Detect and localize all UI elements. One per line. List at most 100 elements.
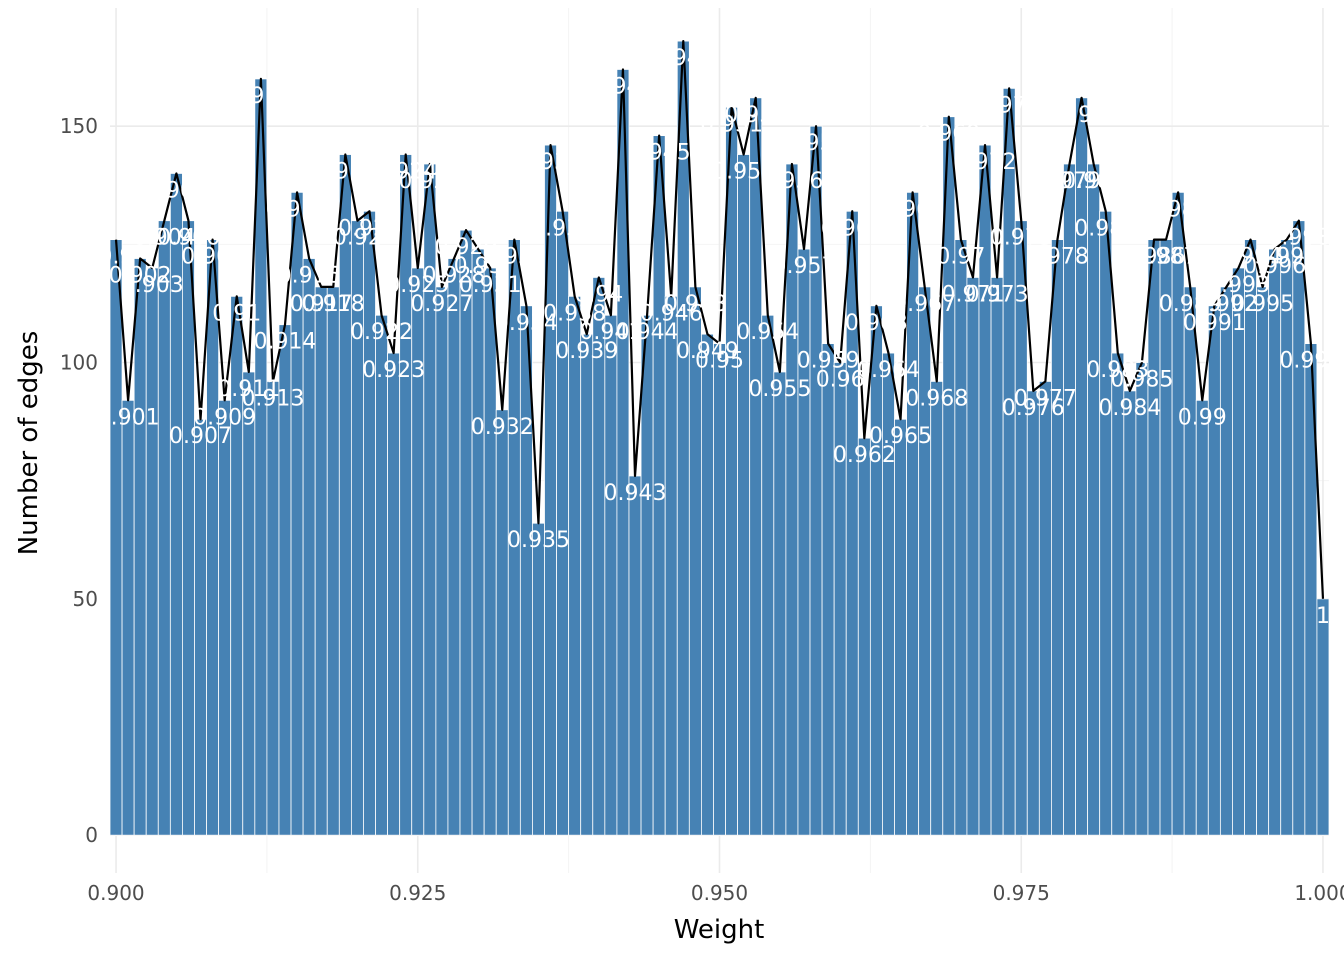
bar [1014, 220, 1028, 836]
bar [338, 154, 352, 836]
bar [1207, 305, 1221, 836]
data-label: 0.933 [483, 245, 546, 270]
bar [1232, 267, 1245, 836]
data-label: 0.943 [604, 481, 667, 506]
bar [568, 295, 582, 836]
data-label: 0.948 [664, 292, 727, 317]
y-axis-title: Number of edges [14, 331, 44, 556]
data-label: 0.937 [531, 216, 594, 241]
bar [459, 229, 473, 836]
bar [1183, 286, 1197, 836]
bar [1280, 239, 1294, 836]
data-label: 0.9 [99, 245, 134, 270]
data-label: 0.985 [1110, 368, 1173, 393]
bar [532, 522, 545, 836]
data-label: 0.92 [333, 226, 382, 251]
bar [1256, 286, 1270, 836]
bar [1171, 191, 1185, 836]
bar [109, 239, 123, 836]
data-label: 0.95 [695, 349, 744, 374]
data-label: 0.949 [676, 339, 739, 364]
data-label: 0.987 [1135, 245, 1198, 270]
data-label: 0.918 [302, 292, 365, 317]
bar [966, 277, 980, 836]
data-label: 0.997 [1255, 245, 1318, 270]
x-axis-title: Weight [674, 915, 765, 945]
data-label: 0.955 [748, 377, 811, 402]
bar [628, 475, 642, 836]
data-label: 0.962 [833, 443, 896, 468]
data-label: 0.986 [1123, 245, 1186, 270]
data-label: 0.916 [278, 264, 341, 289]
data-label: 0.956 [760, 169, 823, 194]
bar [1244, 239, 1257, 836]
data-label: 0.975 [990, 226, 1053, 251]
data-label: 0.99 [1178, 405, 1227, 430]
x-tick-label: 0.975 [993, 881, 1050, 905]
data-label: 0.993 [1207, 273, 1270, 298]
y-tick-label: 50 [73, 587, 98, 611]
data-label: 0.967 [893, 292, 956, 317]
data-label: 0.93 [454, 254, 503, 279]
bar [1316, 598, 1330, 836]
data-label: 0.961 [821, 216, 884, 241]
data-label: 0.963 [845, 311, 908, 336]
bar [1087, 163, 1101, 836]
bar [1135, 362, 1149, 836]
bar [604, 314, 618, 836]
data-label: 0.936 [519, 150, 582, 175]
data-label: 0.996 [1243, 254, 1306, 279]
data-label: 0.954 [736, 320, 799, 345]
bar [375, 314, 388, 836]
bar [894, 418, 907, 836]
data-label: 0.995 [1231, 292, 1294, 317]
data-label: 0.951 [700, 112, 763, 137]
data-label: 0.932 [471, 415, 534, 440]
bar [495, 409, 509, 836]
data-label: 0.924 [374, 160, 437, 185]
bar [1075, 97, 1089, 836]
data-label: 0.957 [772, 254, 835, 279]
bar [399, 154, 413, 836]
x-tick-label: 1.000 [1294, 881, 1344, 905]
bar [242, 371, 256, 836]
data-label: 0.968 [905, 386, 968, 411]
data-label: 0.903 [121, 273, 184, 298]
data-label: 0.939 [555, 339, 618, 364]
data-label: 0.901 [97, 405, 160, 430]
data-label: 0.976 [1002, 396, 1065, 421]
data-label: 0.911 [217, 377, 280, 402]
bar [363, 210, 376, 836]
bar [1099, 210, 1113, 836]
data-label: 0.958 [785, 131, 848, 156]
data-label: 0.982 [1074, 216, 1137, 241]
bar [918, 286, 932, 836]
bar [435, 286, 449, 836]
data-label: 0.984 [1098, 396, 1161, 421]
bar [930, 381, 944, 836]
data-label: 0.926 [398, 169, 461, 194]
bar [182, 220, 195, 836]
data-label: 0.972 [954, 150, 1017, 175]
bar [157, 220, 171, 836]
bar [447, 258, 461, 836]
bars [109, 40, 1330, 836]
data-label: 0.988 [1147, 197, 1210, 222]
bar [990, 277, 1004, 836]
data-label: 0.965 [869, 424, 932, 449]
x-tick-labels: 0.900 0.925 0.950 0.975 1.000 [87, 881, 1344, 905]
data-label: 0.994 [1219, 245, 1282, 270]
data-label: 0.913 [241, 386, 304, 411]
data-label: 0.977 [1014, 386, 1077, 411]
bar [1268, 248, 1282, 836]
data-label: 0.989 [1159, 292, 1222, 317]
bar [1026, 390, 1040, 836]
data-label: 0.902 [109, 264, 172, 289]
data-label: 0.979 [1038, 169, 1101, 194]
trend-line [114, 39, 1325, 599]
data-label: 0.973 [966, 282, 1029, 307]
bar [387, 352, 401, 836]
data-label: 0.969 [917, 122, 980, 147]
data-label: 0.971 [941, 282, 1004, 307]
bar [725, 106, 739, 836]
